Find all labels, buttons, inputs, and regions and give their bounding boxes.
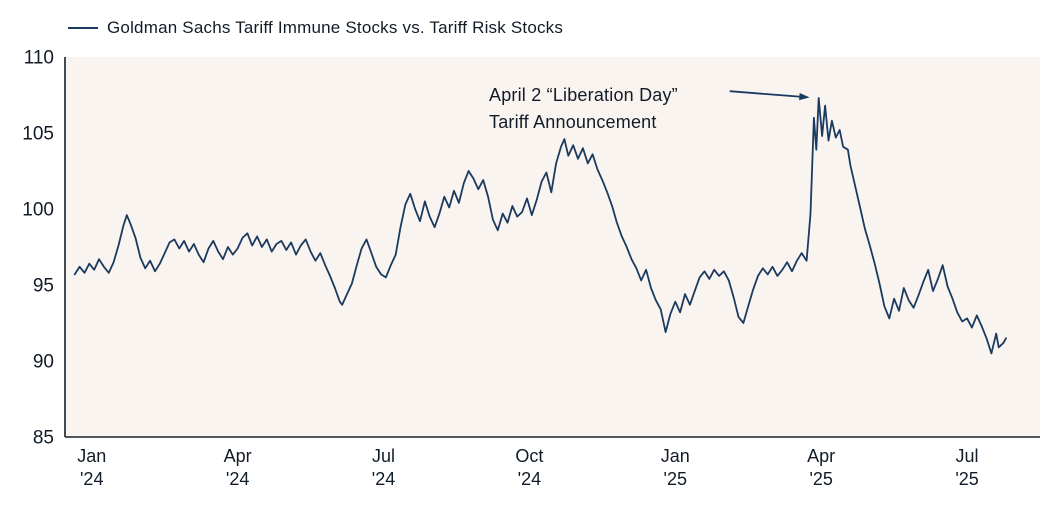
x-tick-label-month: Jul	[372, 446, 395, 466]
x-tick-label-month: Jul	[956, 446, 979, 466]
x-tick-label-month: Apr	[807, 446, 835, 466]
legend: Goldman Sachs Tariff Immune Stocks vs. T…	[68, 18, 563, 38]
x-tick-label-month: Oct	[515, 446, 543, 466]
x-tick-label-year: '24	[372, 469, 395, 489]
legend-label: Goldman Sachs Tariff Immune Stocks vs. T…	[107, 18, 564, 37]
annotation-arrowhead-icon	[799, 92, 810, 101]
x-tick-label-year: '25	[809, 469, 832, 489]
series-line	[73, 97, 1007, 355]
x-tick-label-month: Jan	[77, 446, 106, 466]
annotation-line-2: Tariff Announcement	[489, 112, 657, 132]
annotation-line-1: April 2 “Liberation Day”	[489, 85, 678, 105]
x-tick-label-year: '25	[664, 469, 687, 489]
y-tick-label: 100	[22, 200, 54, 221]
x-tick-label-year: '24	[518, 469, 541, 489]
y-tick-label: 110	[24, 48, 54, 69]
annotation: April 2 “Liberation Day” Tariff Announce…	[489, 82, 678, 136]
x-tick-label-year: '25	[955, 469, 978, 489]
annotation-arrow-line	[729, 90, 808, 99]
y-tick-label: 90	[33, 352, 54, 373]
y-tick-label: 85	[33, 428, 54, 449]
x-tick-label-month: Jan	[661, 446, 690, 466]
x-tick-label-year: '24	[226, 469, 249, 489]
y-tick-label: 105	[22, 124, 54, 145]
x-tick-label-year: '24	[80, 469, 103, 489]
x-tick-label-month: Apr	[224, 446, 252, 466]
y-tick-label: 95	[33, 276, 54, 297]
legend-line-swatch	[68, 27, 98, 29]
